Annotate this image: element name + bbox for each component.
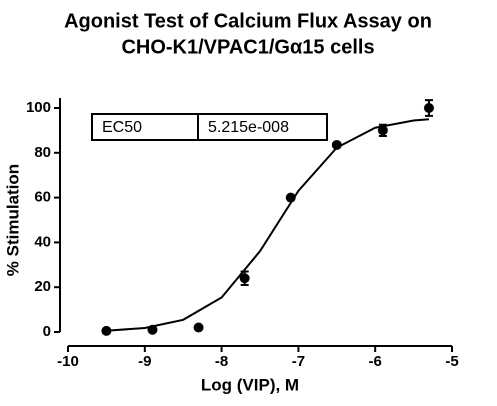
y-tick-label: 20 [34, 278, 51, 295]
y-tick-label: 100 [26, 99, 51, 116]
y-axis-label: % Stimulation [3, 164, 22, 276]
chart-title: CHO-K1/VPAC1/Gα15 cells [121, 36, 374, 58]
y-tick-label: 60 [34, 189, 51, 206]
x-tick-label: -5 [445, 353, 458, 370]
data-point [377, 125, 388, 136]
data-point [331, 139, 342, 150]
data-point [193, 322, 204, 333]
y-tick-label: 40 [34, 233, 51, 250]
y-tick-label: 0 [43, 323, 51, 340]
data-point [147, 324, 158, 335]
data-point [423, 103, 434, 113]
x-tick-label: -9 [138, 353, 151, 370]
ec50-value: 5.215e-008 [208, 119, 289, 136]
data-point [101, 325, 112, 336]
x-tick-label: -6 [369, 353, 382, 370]
x-tick-label: -7 [292, 353, 305, 370]
ec50-box [91, 113, 328, 141]
chart-title: Agonist Test of Calcium Flux Assay on [64, 10, 432, 32]
x-tick-label: -8 [215, 353, 228, 370]
data-point [239, 273, 250, 284]
fit-curve [106, 118, 430, 332]
x-axis-label: Log (VIP), M [201, 375, 299, 394]
y-tick-label: 80 [34, 144, 51, 161]
x-tick-label: -10 [57, 353, 79, 370]
ec50-label: EC50 [102, 119, 142, 136]
data-point [285, 192, 296, 203]
